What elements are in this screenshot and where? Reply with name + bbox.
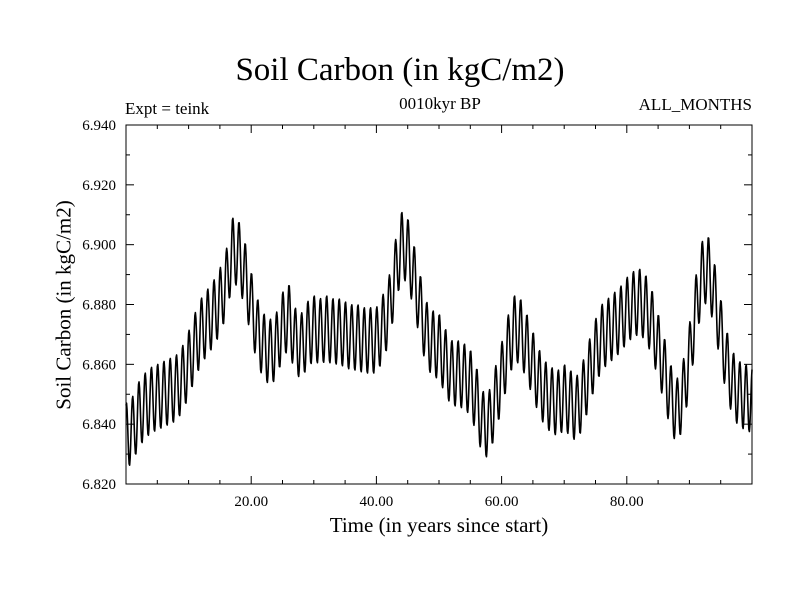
series-line-soil-carbon — [125, 211, 753, 466]
y-tick-label: 6.900 — [82, 238, 116, 254]
x-tick-label: 60.00 — [485, 494, 519, 510]
y-tick-label: 6.820 — [82, 477, 116, 493]
chart-subtitle: 0010kyr BP — [399, 94, 481, 113]
y-tick-label: 6.920 — [82, 178, 116, 194]
months-label: ALL_MONTHS — [638, 95, 752, 114]
x-tick-label: 80.00 — [610, 494, 644, 510]
y-tick-label: 6.880 — [82, 298, 116, 314]
experiment-label: Expt = teink — [125, 99, 210, 118]
x-axis-label: Time (in years since start) — [329, 513, 549, 537]
y-tick-label: 6.840 — [82, 417, 116, 433]
y-tick-label: 6.940 — [82, 118, 116, 134]
plot-frame — [125, 124, 753, 485]
y-tick-label: 6.860 — [82, 357, 116, 373]
x-tick-label: 40.00 — [360, 494, 394, 510]
chart-title: Soil Carbon (in kgC/m2) — [235, 52, 565, 88]
x-tick-label: 20.00 — [234, 494, 268, 510]
